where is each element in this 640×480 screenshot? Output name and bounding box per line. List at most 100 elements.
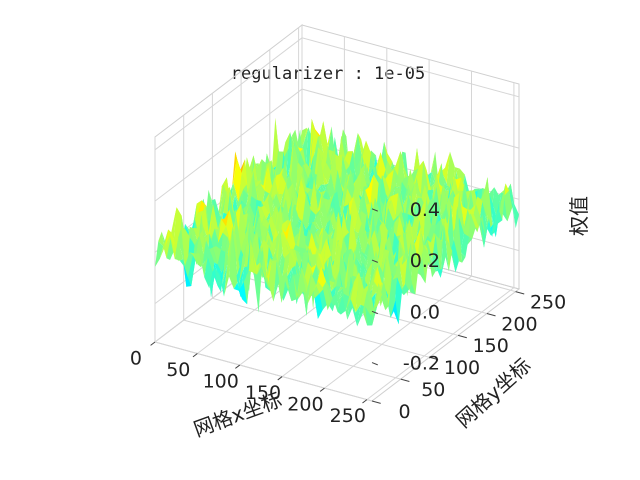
surface-cell (329, 241, 338, 290)
surface-cell (292, 178, 301, 216)
surface-cell (214, 262, 223, 280)
y-tick-label: 250 (530, 292, 566, 314)
surface-cell (278, 173, 287, 195)
surface-cell (417, 257, 426, 284)
surface-cell (510, 183, 519, 229)
surface-cell (387, 186, 396, 201)
surface-cell (407, 258, 416, 295)
surface-mesh (155, 117, 519, 327)
surface-cell (467, 203, 476, 223)
surface-cell (411, 182, 420, 217)
x-tick-label: 0 (130, 348, 142, 370)
surface-cell (187, 255, 197, 286)
surface-cell (312, 209, 321, 234)
surface-cell (446, 196, 455, 227)
y-tick-label: 100 (444, 357, 480, 379)
x-tick-label: 50 (166, 359, 190, 381)
surface-cell (362, 163, 371, 202)
surface-cell (222, 226, 231, 246)
surface-cell (358, 239, 367, 274)
surface-cell (390, 170, 399, 217)
surface-cell (233, 282, 243, 300)
surface-cell (288, 272, 297, 302)
surface-cell (155, 241, 164, 267)
surface-cell (232, 226, 241, 281)
y-tick-label: 150 (473, 335, 509, 357)
surface-cell (277, 232, 286, 276)
surface-cell (426, 170, 435, 193)
surface-cell (382, 175, 391, 200)
surface-cell (261, 257, 271, 279)
surface-cell (194, 253, 203, 265)
surface-cell (240, 221, 250, 262)
surface-cell (289, 197, 298, 229)
surface-cell (258, 159, 267, 222)
surface-cell (495, 196, 504, 238)
surface-cell (337, 177, 346, 223)
surface-cell (376, 212, 385, 244)
surface-cell (389, 236, 398, 261)
surface-cell (339, 288, 348, 311)
surface-cell (390, 300, 399, 325)
surface-cell (342, 177, 351, 223)
surface-cell (319, 288, 328, 310)
surface-cell (362, 290, 371, 316)
surface-cell (407, 242, 416, 296)
surface-cell (387, 274, 396, 318)
surface-cell (203, 234, 212, 242)
surface-cell (217, 249, 226, 275)
surface-cell (370, 282, 379, 316)
z-tick-mark (371, 259, 378, 263)
surface-cell (271, 177, 280, 210)
z-axis-label: 权值 (567, 196, 591, 236)
surface-cell (268, 260, 277, 302)
surface-cell (383, 200, 392, 238)
surface-cell (261, 192, 270, 213)
surface-cell (320, 203, 329, 224)
surface-cell (218, 217, 227, 237)
surface-cell (417, 197, 427, 255)
surface-cell (221, 209, 230, 227)
surface-cell (220, 184, 229, 217)
surface-cell (453, 206, 463, 263)
surface-cell (364, 261, 373, 288)
surface-cell (354, 168, 363, 209)
surface-cell (494, 210, 503, 233)
x-tick-label: 250 (330, 405, 366, 427)
surface-cell (451, 176, 460, 218)
x-tick-mark (319, 387, 325, 392)
surface-cell (322, 281, 331, 311)
surface-cell (302, 195, 311, 232)
surface-cell (336, 270, 345, 311)
surface-cell (417, 227, 426, 268)
surface-cell (414, 197, 424, 229)
surface-cell (259, 164, 269, 191)
surface-cell (178, 227, 187, 287)
surface-cell (428, 171, 437, 197)
surface-cell (450, 192, 460, 234)
surface-cell (443, 224, 453, 272)
surface-cell (193, 223, 202, 243)
surface-cell (326, 260, 335, 292)
surface-cell (281, 252, 291, 282)
surface-cell (410, 167, 419, 189)
surface-cell (274, 177, 283, 210)
surface-cell (257, 262, 266, 279)
surface-cell (327, 212, 336, 231)
surface-cell (214, 266, 223, 286)
surface-cell (226, 177, 235, 212)
x-tick-mark (362, 399, 368, 404)
surface-cell (217, 219, 227, 244)
surface-cell (397, 277, 406, 292)
surface-cell (330, 211, 339, 269)
surface-cell (352, 304, 361, 327)
surface-cell (385, 170, 394, 193)
surface-cell (212, 246, 221, 265)
surface-cell (296, 247, 306, 273)
surface-cell (378, 183, 387, 231)
surface-cell (248, 254, 257, 275)
surface-cell (299, 148, 309, 180)
surface-cell (235, 267, 244, 298)
z-gridline (154, 37, 520, 151)
surface-cell (491, 187, 500, 218)
